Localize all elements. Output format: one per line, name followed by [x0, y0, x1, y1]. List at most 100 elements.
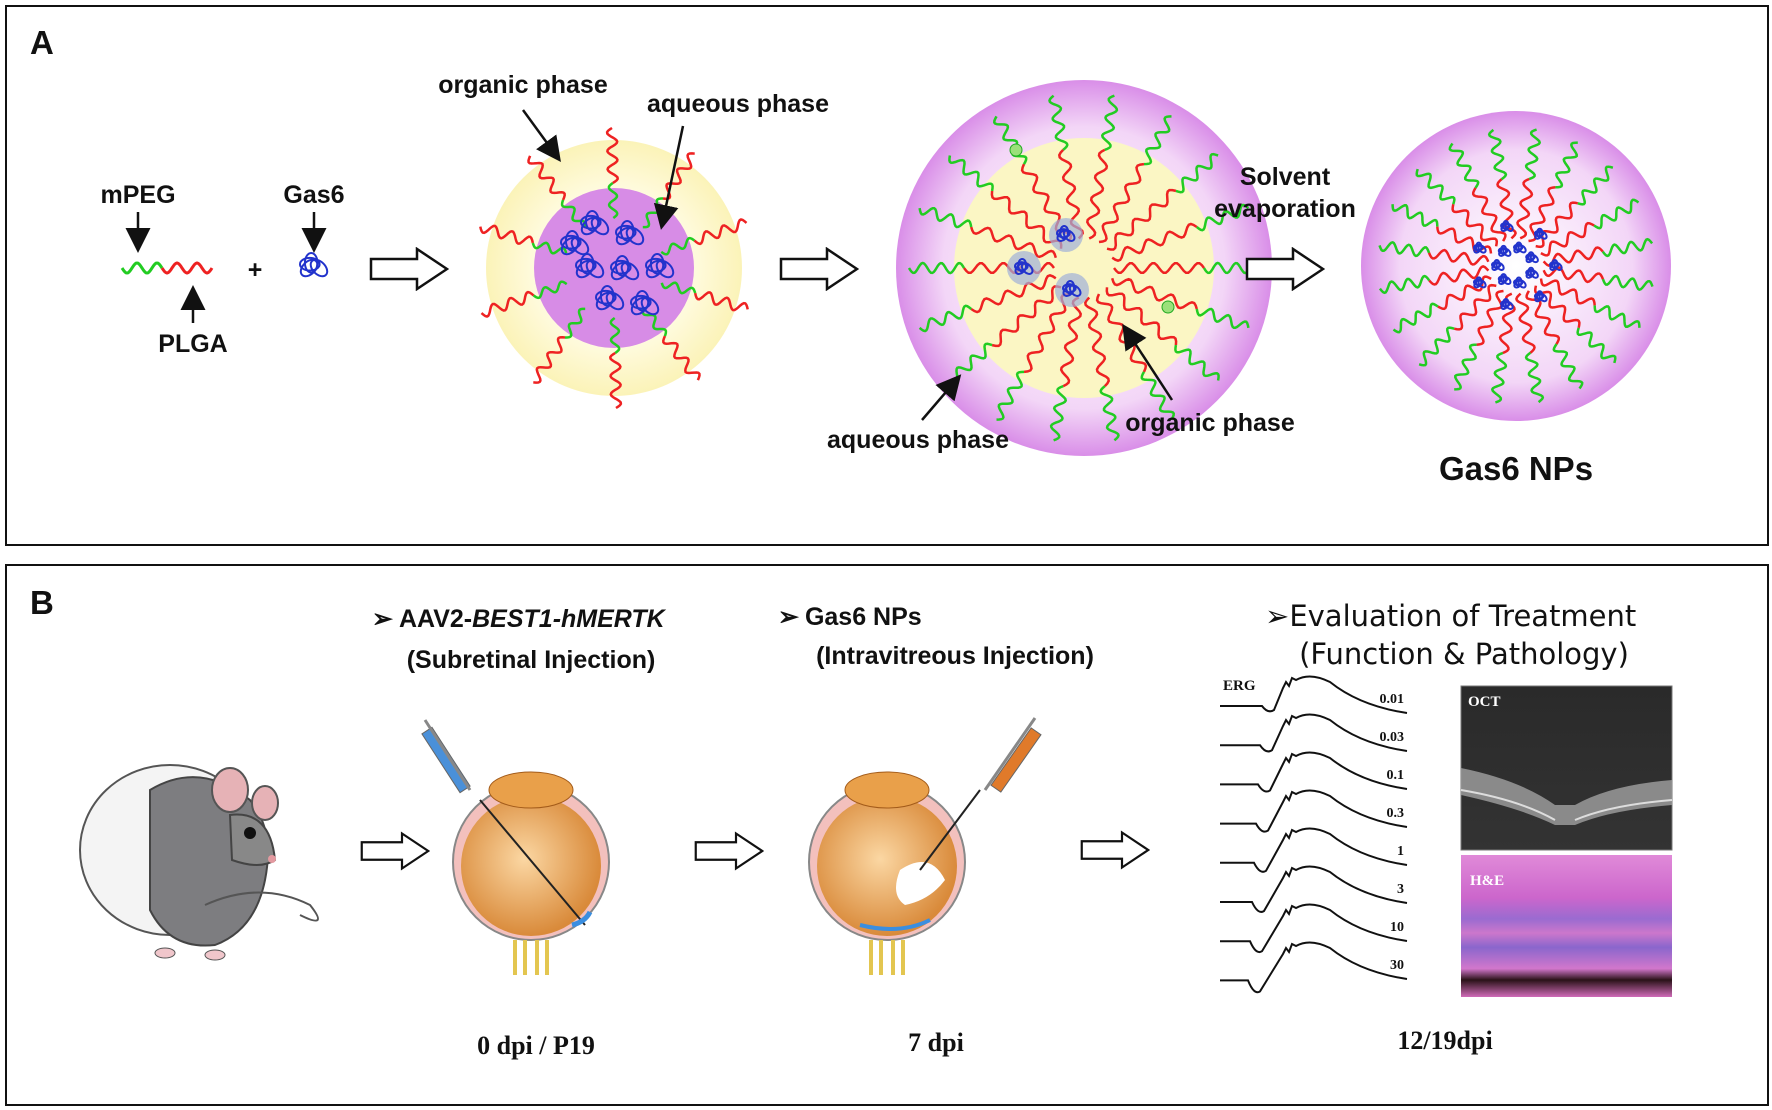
plga-chain: [1451, 203, 1499, 247]
step2-subtitle: (Intravitreous Injection): [816, 642, 1094, 670]
peg-chain: [1593, 305, 1641, 328]
plga-chain: [1516, 177, 1534, 240]
erg-trace: [1220, 827, 1408, 873]
gas6-coil: [575, 259, 595, 279]
panel-b-label: B: [30, 584, 54, 621]
peg-chain: [1049, 385, 1068, 442]
primary-emulsion-chains: [479, 126, 749, 410]
erg-intensity-label: 0.1: [1387, 768, 1405, 783]
peg-chain: [1415, 168, 1456, 205]
gas6-coil: [1500, 222, 1510, 232]
gas6-coil: [1062, 283, 1077, 294]
process-arrow-b2: [694, 832, 764, 870]
peg-chain: [532, 280, 568, 300]
step1-title: ➢ AAV2-BEST1-hMERTK: [372, 605, 667, 633]
organic-phase-droplet: [954, 138, 1214, 398]
plga-chain: [1111, 222, 1198, 263]
inner-aqueous-droplet: [1049, 218, 1083, 252]
gas6-label: Gas6: [283, 181, 344, 209]
erg-trace: [1220, 903, 1408, 954]
peg-chain: [1378, 240, 1431, 258]
plga-chain: [1540, 221, 1595, 257]
gas6-coil: [1525, 269, 1535, 279]
solvent-label-line1: Solvent: [1240, 163, 1331, 191]
plga-chain: [480, 290, 535, 318]
peg-segment: [120, 261, 164, 275]
bullet-icon: ➢: [372, 605, 394, 633]
plga-label: PLGA: [158, 330, 227, 358]
process-arrow-b3: [1080, 831, 1150, 869]
peg-chain: [1195, 307, 1250, 330]
peg-chain: [1524, 128, 1542, 181]
gas6-coil: [1056, 228, 1071, 239]
timepoint-12-19dpi: 12/19dpi: [1397, 1026, 1492, 1055]
step3-subtitle: (Function & Pathology): [1299, 637, 1629, 671]
plga-chain: [1095, 293, 1148, 373]
aqueous-phase-arrow-1: [653, 125, 685, 230]
oct-label: OCT: [1468, 694, 1501, 710]
panel-b-frame: [5, 564, 1769, 1106]
plga-chain: [479, 224, 535, 245]
peg-chain: [660, 281, 697, 295]
plga-chain: [990, 190, 1063, 249]
organic-phase-arrow-1: [521, 109, 561, 163]
oct-image: OCT: [1460, 685, 1673, 851]
peg-chain: [1593, 198, 1640, 230]
peg-chain: [1048, 94, 1069, 151]
plga-chain: [1539, 278, 1596, 306]
erg-trace: [1220, 713, 1408, 753]
peg-chain: [1099, 385, 1120, 442]
plga-chain: [1085, 148, 1109, 240]
peg-chain: [565, 307, 586, 339]
organic-phase-arrow-2: [1122, 323, 1174, 401]
erg-trace: [1220, 865, 1408, 913]
plga-chain: [1105, 287, 1178, 346]
plga-chain: [1453, 283, 1497, 331]
gas6-coil: [1498, 275, 1508, 286]
peg-chain: [1576, 327, 1617, 364]
peg-chain: [1175, 152, 1219, 194]
peg-chain: [1487, 128, 1508, 181]
organic-phase-label-2: organic phase: [1125, 409, 1295, 437]
peg-chain: [1601, 274, 1654, 292]
peg-chain: [1490, 351, 1508, 404]
gas6-coil: [1014, 261, 1029, 272]
bullet-icon: ➢: [1265, 599, 1289, 633]
process-arrow-2: [779, 247, 859, 291]
gas6-coil: [1062, 284, 1076, 297]
plga-chain: [1525, 290, 1561, 345]
aqueous-phase-label-2: aqueous phase: [827, 426, 1009, 454]
solvent-label-line2: evaporation: [1214, 195, 1356, 223]
step2-title: ➢ Gas6 NPs: [778, 603, 922, 631]
peg-chain: [993, 115, 1028, 165]
gas6-coil: [1500, 300, 1510, 310]
plga-segment: [160, 261, 214, 275]
peg-chain: [1391, 204, 1439, 227]
peg-chain: [1174, 344, 1220, 381]
plga-chain: [608, 351, 623, 410]
plga-chain: [1528, 186, 1556, 243]
plus-sign: +: [248, 256, 263, 284]
bullet-icon: ➢: [778, 603, 800, 631]
peg-chain: [1601, 237, 1654, 258]
erg-traces: 0.01 0.03 0.1 0.3 1 3 10 30: [1220, 675, 1408, 994]
gas6-coil: [610, 259, 632, 275]
erg-trace: [1220, 751, 1408, 793]
plga-chain: [970, 226, 1057, 259]
gas6-coil: [610, 261, 630, 281]
mpeg-label: mPEG: [100, 181, 175, 209]
erg-intensity-label: 3: [1397, 882, 1404, 897]
erg-intensity-label: 0.01: [1380, 692, 1405, 707]
aqueous-phase-label-1: aqueous phase: [647, 90, 829, 118]
eye-subretinal-injection-illustration: [421, 719, 610, 975]
plga-chain: [991, 285, 1062, 348]
peg-chain: [918, 304, 972, 333]
peg-chain: [1448, 142, 1480, 189]
plga-chain: [693, 218, 748, 246]
gas6-coil: [560, 236, 580, 256]
gas6-coil: [1473, 244, 1483, 254]
panel-a-frame: [5, 5, 1769, 546]
gas6-coil: [299, 256, 321, 272]
peg-chain: [1140, 371, 1175, 421]
